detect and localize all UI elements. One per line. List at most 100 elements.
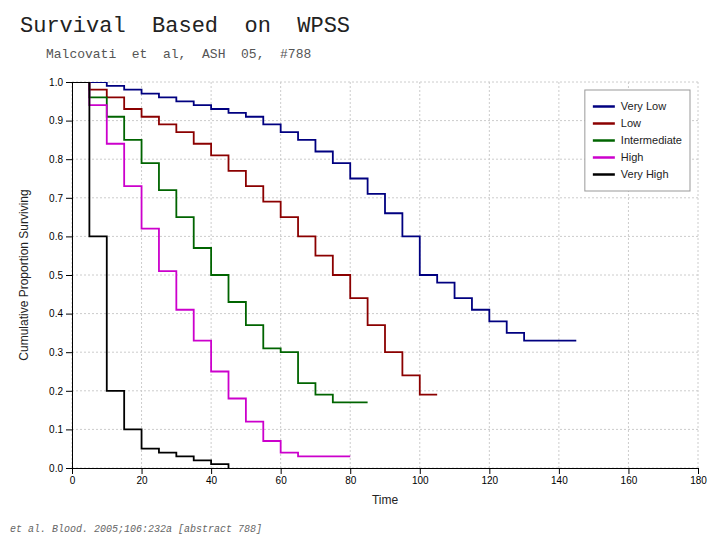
y-tick-mark [66, 159, 72, 160]
x-tick: 80 [345, 468, 357, 486]
y-tick-mark [66, 468, 72, 469]
title: Survival Based on WPSS [20, 14, 350, 39]
legend-label: Very Low [621, 100, 666, 112]
x-tick-label: 0 [70, 475, 76, 486]
legend-item: Very Low [593, 100, 666, 112]
y-tick-label: 0.7 [49, 193, 63, 204]
x-tick-mark [489, 468, 490, 474]
x-tick-label: 80 [345, 475, 357, 486]
series-line [72, 82, 368, 402]
y-tick: 0.4 [49, 308, 72, 319]
y-axis-line [66, 83, 73, 469]
plot: 0204060801001201401601800.00.10.20.30.40… [49, 77, 707, 486]
x-tick-label: 40 [206, 475, 218, 486]
y-tick-label: 1.0 [49, 77, 63, 88]
y-tick-mark [66, 121, 72, 122]
y-axis: 0.0 0.1 0.2 0.3 0.4 0.5 0.6 0.7 0.8 0.9 1.0 [49, 77, 72, 474]
grid-line [72, 390, 698, 391]
x-tick-mark [142, 468, 143, 474]
legend-item: Intermediate [593, 134, 682, 146]
grid-line [72, 313, 698, 314]
y-tick-label: 0.0 [49, 463, 63, 474]
x-tick: 20 [136, 468, 148, 486]
legend-label: Very High [621, 168, 669, 180]
legend: Very Low Low Intermediate High Very High [585, 90, 690, 191]
series-line [72, 82, 350, 456]
legend-swatch [593, 139, 615, 142]
legend-swatch [593, 122, 615, 125]
series-line [72, 82, 576, 341]
y-tick-label: 0.6 [49, 231, 63, 242]
subtitle: Malcovati et al, ASH 05, #788 [46, 47, 311, 62]
y-tick-mark [66, 82, 72, 83]
y-tick-label: 0.8 [49, 154, 63, 165]
x-tick: 100 [412, 468, 429, 486]
x-tick-label: 120 [481, 475, 498, 486]
x-tick-label: 20 [136, 475, 148, 486]
series-group [72, 82, 576, 468]
y-tick: 1.0 [49, 77, 72, 88]
footnote: et al. Blood. 2005;106:232a [abstract 78… [10, 524, 262, 535]
legend-label: Intermediate [621, 134, 682, 146]
y-tick-mark [66, 236, 72, 237]
x-tick-label: 60 [276, 475, 288, 486]
y-tick-mark [66, 429, 72, 430]
x-tick-mark [420, 468, 421, 474]
y-tick: 0.8 [49, 154, 72, 165]
y-tick: 0.0 [49, 463, 72, 474]
legend-label: Low [621, 117, 641, 129]
x-axis-line [73, 469, 699, 475]
x-axis-title: Time [372, 493, 399, 507]
x-tick-mark [281, 468, 282, 474]
x-tick-label: 160 [621, 475, 638, 486]
y-tick-label: 0.9 [49, 115, 63, 126]
x-tick: 180 [690, 468, 707, 486]
y-tick-mark [66, 391, 72, 392]
x-tick: 160 [621, 468, 638, 486]
x-axis: 0 20 40 60 80 100 120 140 160 180 [70, 468, 708, 486]
y-tick-mark [66, 198, 72, 199]
series-line [72, 82, 437, 395]
y-tick-label: 0.5 [49, 270, 63, 281]
grid-line [72, 236, 698, 237]
legend-item: High [593, 151, 644, 163]
y-tick: 0.2 [49, 386, 72, 397]
legend-label: High [621, 151, 644, 163]
grid-line [72, 82, 698, 83]
x-tick: 140 [551, 468, 568, 486]
y-tick-label: 0.1 [49, 424, 63, 435]
legend-swatch [593, 173, 615, 176]
grid [72, 82, 698, 468]
y-tick: 0.5 [49, 270, 72, 281]
y-tick: 0.7 [49, 193, 72, 204]
y-tick-mark [66, 314, 72, 315]
x-tick-label: 140 [551, 475, 568, 486]
grid-line [558, 82, 559, 468]
y-tick-mark [66, 275, 72, 276]
legend-item: Low [593, 117, 641, 129]
x-tick: 120 [481, 468, 498, 486]
y-tick-mark [66, 352, 72, 353]
y-tick-label: 0.4 [49, 308, 63, 319]
x-tick-mark [559, 468, 560, 474]
x-tick-label: 100 [412, 475, 429, 486]
x-tick: 40 [206, 468, 218, 486]
chart: Survival Based on WPSS Malcovati et al, A… [0, 0, 720, 540]
series-line [72, 82, 229, 468]
grid-line [72, 275, 698, 276]
x-tick-mark [698, 468, 699, 474]
y-tick-label: 0.3 [49, 347, 63, 358]
x-tick-mark [350, 468, 351, 474]
y-tick: 0.3 [49, 347, 72, 358]
legend-swatch [593, 156, 615, 159]
grid-line [72, 429, 698, 430]
y-tick: 0.6 [49, 231, 72, 242]
x-tick-label: 180 [690, 475, 707, 486]
legend-item: Very High [593, 168, 669, 180]
y-tick-label: 0.2 [49, 386, 63, 397]
legend-swatch [593, 105, 615, 108]
y-tick: 0.9 [49, 115, 72, 126]
x-tick-mark [628, 468, 629, 474]
y-tick: 0.1 [49, 424, 72, 435]
x-tick-mark [211, 468, 212, 474]
